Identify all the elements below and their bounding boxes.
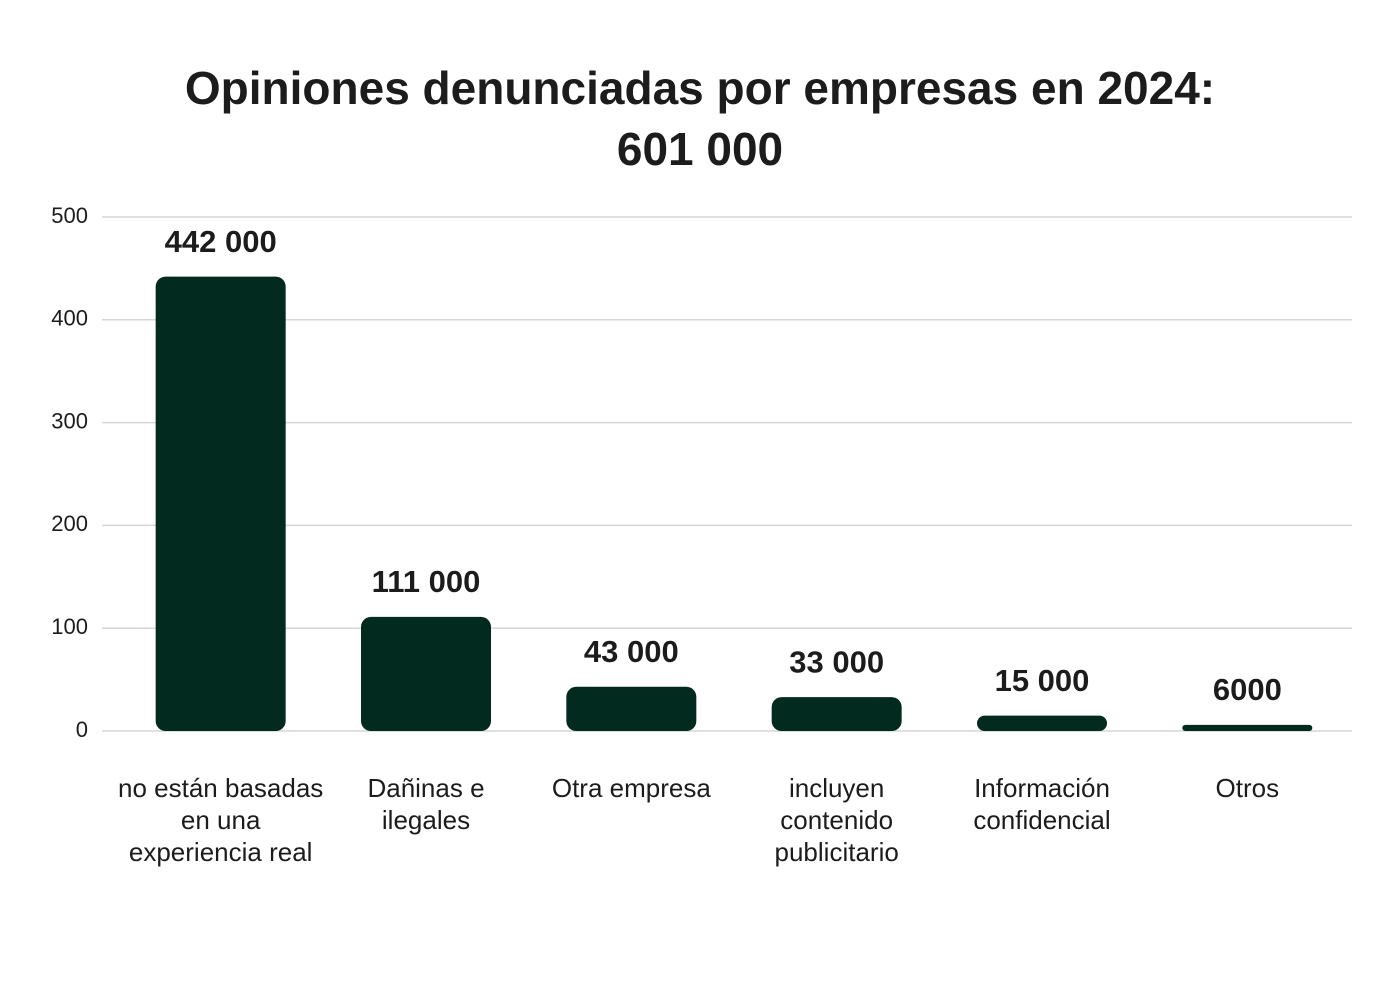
bar xyxy=(977,715,1107,731)
chart-title: Opiniones denunciadas por empresas en 20… xyxy=(185,62,1215,114)
x-tick-label: confidencial xyxy=(973,805,1110,835)
data-label: 6000 xyxy=(1213,672,1282,707)
x-tick-label: Otros xyxy=(1216,773,1280,803)
x-tick-label: Otra empresa xyxy=(552,773,711,803)
bar xyxy=(155,276,286,731)
x-tick-label: publicitario xyxy=(775,837,899,867)
chart-title: 601 000 xyxy=(617,123,783,175)
data-label: 43 000 xyxy=(584,634,679,669)
x-tick-label: Dañinas e xyxy=(367,773,484,803)
y-tick-label: 400 xyxy=(51,306,88,331)
y-tick-label: 0 xyxy=(76,717,88,742)
bar xyxy=(361,616,491,731)
y-tick-label: 300 xyxy=(51,408,88,433)
bar xyxy=(566,686,697,731)
x-tick-label: contenido xyxy=(780,805,893,835)
y-tick-label: 100 xyxy=(51,614,88,639)
x-tick-label: no están basadas xyxy=(118,773,323,803)
data-label: 33 000 xyxy=(789,644,884,679)
y-tick-label: 200 xyxy=(51,511,88,536)
y-tick-label: 500 xyxy=(51,203,88,228)
x-tick-label: incluyen xyxy=(789,773,884,803)
data-label: 442 000 xyxy=(165,224,277,259)
bar xyxy=(1182,724,1313,731)
data-label: 111 000 xyxy=(372,564,481,599)
x-tick-label: experiencia real xyxy=(129,837,313,867)
bar xyxy=(771,697,902,731)
data-label: 15 000 xyxy=(995,663,1090,698)
x-tick-label: Información xyxy=(974,773,1110,803)
x-tick-label: ilegales xyxy=(382,805,470,835)
x-tick-label: en una xyxy=(181,805,261,835)
